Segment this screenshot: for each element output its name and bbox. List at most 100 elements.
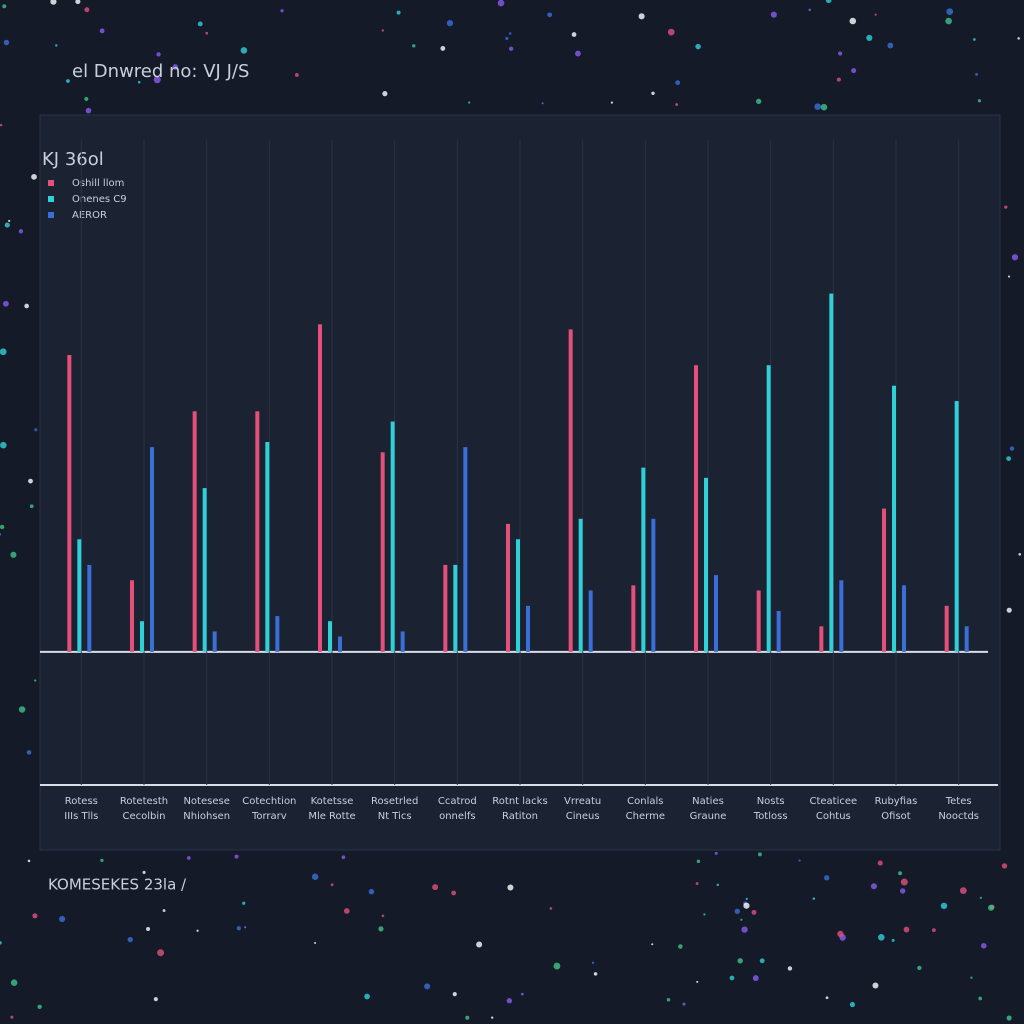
dot <box>825 996 829 1000</box>
bar <box>87 564 92 652</box>
bar <box>255 411 260 652</box>
x-tick-label: Rosetrled <box>371 796 418 807</box>
dot <box>153 997 158 1002</box>
x-tick-label: Rotetesth <box>120 796 168 807</box>
x-tick-label: Naties <box>692 796 724 807</box>
dot <box>27 859 31 863</box>
x-tick-label: Cotechtion <box>242 796 296 807</box>
dot <box>378 926 384 932</box>
bar <box>568 329 573 652</box>
bar <box>192 411 197 652</box>
dot <box>798 859 801 862</box>
dot <box>153 76 161 84</box>
dot <box>520 992 524 996</box>
dot <box>678 944 683 949</box>
x-tick-label: Mle Rotte <box>308 811 355 822</box>
dot <box>734 908 740 914</box>
bar <box>150 447 154 652</box>
bar <box>463 447 468 652</box>
dot <box>186 856 191 860</box>
dot <box>837 930 844 938</box>
dot <box>100 858 104 863</box>
bar <box>588 590 593 652</box>
bar <box>892 385 896 652</box>
dot <box>745 897 748 901</box>
dot <box>887 42 894 49</box>
dot <box>541 102 544 105</box>
x-tick-label: Graune <box>690 811 727 822</box>
bar <box>328 621 332 652</box>
bar <box>954 401 959 652</box>
x-tick-label: Notesese <box>183 796 229 807</box>
dot <box>899 888 906 894</box>
dot <box>382 91 388 97</box>
dot <box>55 44 58 47</box>
x-tick-label: Ofisot <box>881 811 910 822</box>
dot <box>729 975 735 981</box>
x-tick-label: Torrarv <box>251 811 287 822</box>
dot <box>242 901 246 905</box>
dot <box>197 21 203 27</box>
dot <box>979 896 982 900</box>
legend-swatch <box>48 212 54 218</box>
bar <box>202 488 207 652</box>
dot <box>85 107 92 114</box>
dot <box>31 173 37 180</box>
dot <box>695 43 701 50</box>
dot <box>341 855 346 860</box>
bar <box>526 605 530 652</box>
dot <box>824 875 830 881</box>
bar <box>694 365 698 652</box>
x-tick-label: Rubyfias <box>875 796 918 807</box>
dot <box>8 219 11 223</box>
dot <box>446 19 454 27</box>
dot <box>0 441 7 449</box>
dot <box>451 890 457 896</box>
dot <box>737 958 743 964</box>
dot <box>196 929 199 932</box>
x-tick-label: Cteaticee <box>809 796 857 807</box>
dot <box>26 750 32 755</box>
dot <box>18 706 26 713</box>
dot <box>743 902 750 909</box>
bar <box>641 467 646 652</box>
x-tick-label: Tetes <box>945 796 972 807</box>
dot <box>0 524 5 530</box>
dot <box>970 976 973 979</box>
dot <box>593 972 598 976</box>
dot <box>1018 552 1022 556</box>
dot <box>1017 37 1020 40</box>
dot <box>666 998 671 1002</box>
x-tick-label: Ccatrod <box>438 796 477 807</box>
x-tick-label: Nt Tics <box>378 811 412 822</box>
bar <box>964 626 969 652</box>
dot <box>874 13 877 16</box>
dot <box>751 909 757 915</box>
dot <box>396 10 401 15</box>
dot <box>825 0 832 4</box>
x-tick-label: Kotetsse <box>311 796 354 807</box>
dot <box>755 98 762 105</box>
dot <box>651 91 655 96</box>
dot <box>975 72 979 76</box>
x-tick-label: Rotess <box>65 796 98 807</box>
bar <box>506 523 510 652</box>
dot <box>872 982 879 989</box>
dot <box>695 882 699 885</box>
dot <box>575 50 581 57</box>
dot <box>667 28 675 36</box>
dot <box>468 101 471 104</box>
dot <box>0 348 7 356</box>
dot <box>34 679 37 682</box>
dot <box>900 878 908 886</box>
legend-title: KJ 36ol <box>42 149 104 170</box>
dot <box>507 884 514 891</box>
legend-label: Onenes C9 <box>72 194 127 205</box>
dot <box>505 36 509 40</box>
dot <box>945 17 952 25</box>
bar <box>516 539 520 652</box>
legend-label: Oshill llom <box>72 178 124 189</box>
bar <box>443 564 448 652</box>
dot <box>549 907 553 910</box>
dot <box>877 860 883 866</box>
